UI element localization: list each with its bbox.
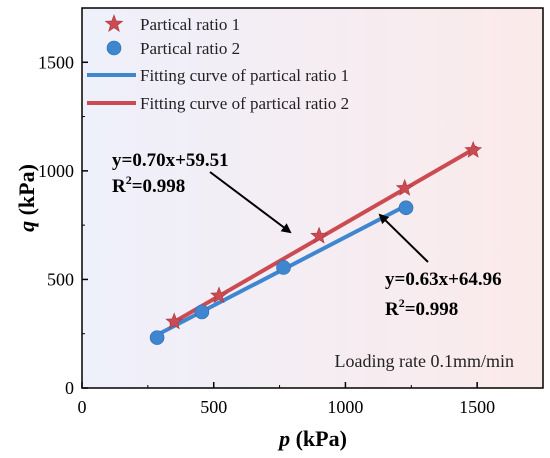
y-tick-label: 1000 xyxy=(38,161,74,181)
x-tick-label: 1000 xyxy=(327,397,363,417)
legend-item-fit-1: Fitting curve of partical ratio 1 xyxy=(87,66,349,85)
y-tick-label: 0 xyxy=(65,378,74,398)
star-marker-icon xyxy=(104,14,124,32)
legend-item-fit-2: Fitting curve of partical ratio 2 xyxy=(87,94,349,113)
axis-ticks: 0 500 1000 1500 0 500 1000 1500 xyxy=(38,52,495,417)
legend: Partical ratio 1 Partical ratio 2 Fittin… xyxy=(87,14,349,113)
legend-item-series-1: Partical ratio 1 xyxy=(104,14,240,34)
x-tick-label: 0 xyxy=(78,397,87,417)
y-tick-label: 500 xyxy=(47,269,74,289)
legend-label: Fitting curve of partical ratio 1 xyxy=(140,66,349,85)
r2-text: R2=0.998 xyxy=(112,173,185,197)
data-point-circle xyxy=(194,304,210,320)
x-tick-label: 500 xyxy=(200,397,227,417)
data-points xyxy=(149,140,483,345)
legend-label: Partical ratio 1 xyxy=(140,15,240,34)
legend-label: Partical ratio 2 xyxy=(140,39,240,58)
plot-background xyxy=(82,8,543,388)
equation-annotation-ratio-1: y=0.63x+64.96 R2=0.998 xyxy=(378,213,502,320)
legend-label: Fitting curve of partical ratio 2 xyxy=(140,94,349,113)
x-tick-label: 1500 xyxy=(459,397,495,417)
equation-text: y=0.70x+59.51 xyxy=(112,150,229,171)
annotation-arrow xyxy=(378,213,429,263)
loading-rate-note: Loading rate 0.1mm/min xyxy=(335,351,514,371)
equation-text: y=0.63x+64.96 xyxy=(385,269,502,290)
data-point-star xyxy=(310,226,328,244)
equation-annotation-ratio-2: y=0.70x+59.51 R2=0.998 xyxy=(112,150,292,234)
y-tick-label: 1500 xyxy=(38,52,74,72)
x-axis-title: p (kPa) xyxy=(277,426,347,451)
data-point-star xyxy=(165,312,184,330)
r2-text: R2=0.998 xyxy=(385,296,458,320)
circle-marker-icon xyxy=(106,40,122,56)
data-point-star xyxy=(395,178,414,196)
legend-item-series-2: Partical ratio 2 xyxy=(106,39,240,58)
y-axis-title: q (kPa) xyxy=(14,164,39,232)
plot-frame xyxy=(81,7,544,389)
data-point-circle xyxy=(398,200,414,216)
data-point-star xyxy=(464,140,483,158)
data-point-circle xyxy=(149,330,165,345)
annotation-arrow xyxy=(209,171,292,234)
data-point-circle xyxy=(276,260,291,275)
data-point-star xyxy=(210,286,228,304)
